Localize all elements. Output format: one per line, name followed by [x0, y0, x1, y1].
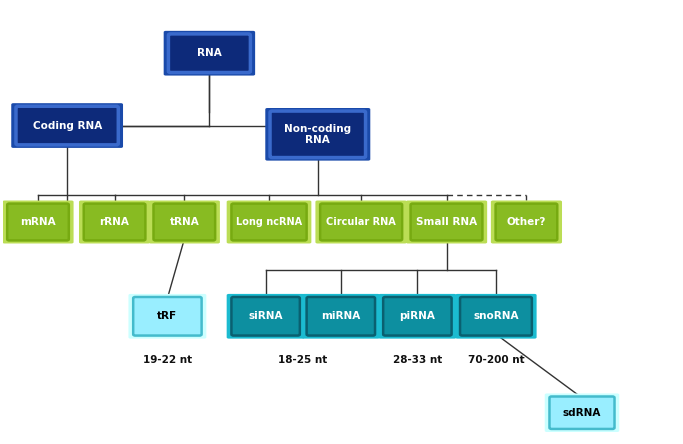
FancyBboxPatch shape	[154, 204, 215, 240]
FancyBboxPatch shape	[149, 201, 220, 243]
FancyBboxPatch shape	[11, 103, 123, 148]
FancyBboxPatch shape	[164, 31, 255, 75]
Text: Non-coding
RNA: Non-coding RNA	[284, 123, 351, 145]
FancyBboxPatch shape	[491, 201, 562, 243]
Text: 19-22 nt: 19-22 nt	[143, 355, 192, 365]
FancyBboxPatch shape	[496, 204, 557, 240]
Text: Coding RNA: Coding RNA	[33, 120, 102, 131]
Text: miRNA: miRNA	[321, 311, 361, 321]
Text: mRNA: mRNA	[20, 217, 56, 227]
FancyBboxPatch shape	[302, 294, 380, 339]
FancyBboxPatch shape	[378, 294, 456, 339]
FancyBboxPatch shape	[383, 297, 451, 336]
FancyBboxPatch shape	[3, 201, 74, 243]
Text: rRNA: rRNA	[100, 217, 130, 227]
Text: Circular RNA: Circular RNA	[326, 217, 396, 227]
Text: snoRNA: snoRNA	[473, 311, 518, 321]
FancyBboxPatch shape	[550, 396, 615, 429]
FancyBboxPatch shape	[406, 201, 487, 243]
FancyBboxPatch shape	[8, 204, 69, 240]
Text: RNA: RNA	[197, 48, 222, 58]
FancyBboxPatch shape	[84, 204, 145, 240]
FancyBboxPatch shape	[169, 34, 251, 72]
Text: siRNA: siRNA	[249, 311, 283, 321]
FancyBboxPatch shape	[307, 297, 375, 336]
FancyBboxPatch shape	[79, 201, 150, 243]
Text: Other?: Other?	[507, 217, 546, 227]
Text: 18-25 nt: 18-25 nt	[278, 355, 328, 365]
FancyBboxPatch shape	[128, 294, 206, 339]
FancyBboxPatch shape	[316, 201, 407, 243]
Text: tRF: tRF	[157, 311, 178, 321]
FancyBboxPatch shape	[16, 106, 118, 145]
FancyBboxPatch shape	[133, 297, 201, 336]
FancyBboxPatch shape	[545, 393, 619, 432]
FancyBboxPatch shape	[232, 204, 307, 240]
FancyBboxPatch shape	[320, 204, 402, 240]
FancyBboxPatch shape	[227, 201, 311, 243]
Text: Small RNA: Small RNA	[416, 217, 477, 227]
Text: tRNA: tRNA	[169, 217, 199, 227]
Text: sdRNA: sdRNA	[563, 408, 601, 418]
Text: 70-200 nt: 70-200 nt	[468, 355, 525, 365]
Text: piRNA: piRNA	[400, 311, 435, 321]
FancyBboxPatch shape	[265, 108, 370, 161]
FancyBboxPatch shape	[460, 297, 532, 336]
FancyBboxPatch shape	[270, 111, 365, 158]
Text: 28-33 nt: 28-33 nt	[393, 355, 442, 365]
FancyBboxPatch shape	[227, 294, 305, 339]
Text: Long ncRNA: Long ncRNA	[236, 217, 302, 227]
FancyBboxPatch shape	[456, 294, 537, 339]
FancyBboxPatch shape	[232, 297, 300, 336]
FancyBboxPatch shape	[410, 204, 482, 240]
